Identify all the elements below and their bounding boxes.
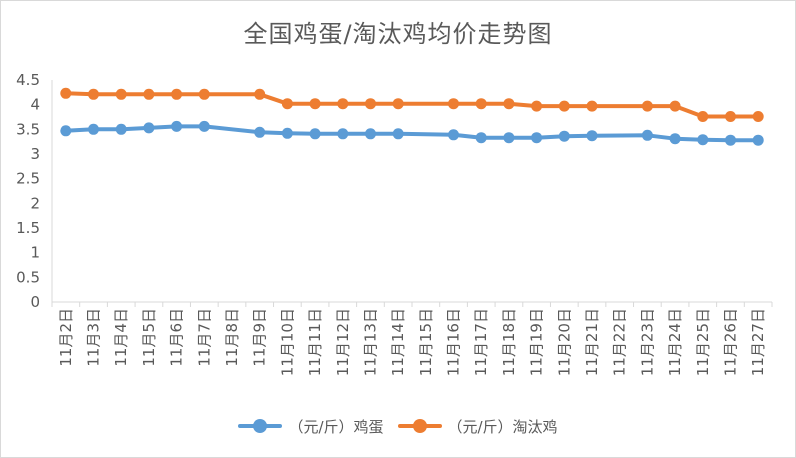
series-1-point [586, 100, 598, 112]
legend-item-culled-hens: （元/斤）淘汰鸡 [397, 416, 558, 437]
series-1-point [503, 98, 515, 110]
series-0-point [669, 133, 681, 145]
y-tick-label: 1.5 [16, 219, 40, 237]
legend-item-eggs: （元/斤）鸡蛋 [238, 416, 384, 437]
series-0-point [475, 132, 487, 144]
x-tick-label: 11月20日 [555, 308, 573, 376]
series-line-0 [63, 124, 761, 143]
series-0-point [337, 128, 349, 140]
series-0-point [309, 128, 321, 140]
y-tick-label: 0.5 [16, 268, 40, 286]
x-tick-label: 11月11日 [306, 308, 324, 376]
x-tick-label: 11月6日 [168, 308, 186, 367]
x-tick-label: 11月9日 [251, 308, 269, 367]
series-0-point [143, 122, 155, 134]
series-1-point [171, 88, 183, 100]
chart-legend: （元/斤）鸡蛋 （元/斤）淘汰鸡 [0, 412, 796, 440]
x-tick-label: 11月13日 [361, 308, 379, 376]
x-tick-label: 11月23日 [638, 308, 656, 376]
y-tick-label: 4 [30, 96, 40, 114]
series-1-point [392, 98, 404, 110]
y-tick-label: 2 [30, 194, 40, 212]
x-tick-label: 11月15日 [417, 308, 435, 376]
series-0-point [558, 130, 570, 142]
series-0-point [752, 134, 764, 146]
x-tick-label: 11月10日 [278, 308, 296, 376]
x-tick-label: 11月16日 [445, 308, 463, 376]
series-0-point [586, 130, 598, 142]
x-tick-label: 11月5日 [140, 308, 158, 367]
legend-swatch-culled-hens [397, 419, 442, 433]
x-tick-label: 11月4日 [112, 308, 130, 367]
series-1-point [725, 111, 736, 122]
series-0-point [641, 129, 653, 141]
series-1-point [88, 88, 99, 100]
y-tick-label: 2.5 [16, 170, 40, 188]
series-1-point [254, 88, 266, 100]
y-tick-label: 4.5 [16, 71, 40, 89]
legend-label-culled-hens: （元/斤）淘汰鸡 [447, 417, 558, 436]
series-1-point [531, 100, 543, 112]
series-1-point [60, 87, 72, 99]
series-0-point [697, 134, 709, 146]
series-0-point [88, 123, 99, 135]
series-0-point [531, 132, 543, 144]
x-tick-label: 11月17日 [472, 308, 490, 376]
series-1-point [365, 98, 376, 110]
series-0-point [281, 127, 293, 139]
x-tick-label: 11月12日 [334, 308, 352, 376]
series-0-point [60, 125, 72, 137]
x-tick-label: 11月22日 [611, 308, 629, 376]
series-0-point [503, 132, 515, 144]
series-1-point [198, 88, 210, 100]
series-1-point [309, 98, 321, 110]
legend-swatch-eggs [238, 419, 283, 433]
x-tick-label: 11月3日 [85, 308, 103, 367]
series-1-point [115, 88, 127, 100]
series-0-point [171, 120, 183, 132]
series-line-1 [63, 91, 761, 119]
x-tick-label: 11月8日 [223, 308, 241, 367]
series-1-point [669, 100, 681, 112]
series-0-point [448, 129, 459, 141]
legend-marker-eggs [253, 419, 268, 433]
x-tick-label: 11月26日 [721, 308, 739, 376]
x-tick-label: 11月14日 [389, 308, 407, 376]
y-tick-label: 1 [30, 244, 40, 262]
series-1-point [558, 100, 570, 112]
series-0-point [392, 128, 404, 140]
legend-marker-culled-hens [412, 419, 427, 433]
y-tick-label: 3.5 [16, 120, 40, 138]
x-tick-label: 11月2日 [57, 308, 75, 367]
series-1-point [475, 98, 487, 110]
legend-label-eggs: （元/斤）鸡蛋 [288, 417, 384, 436]
x-tick-label: 11月18日 [500, 308, 518, 376]
x-tick-label: 11月19日 [528, 308, 546, 376]
series-1-point [337, 98, 349, 110]
series-1-point [752, 111, 764, 122]
chart-title: 全国鸡蛋/淘汰鸡均价走势图 [243, 20, 553, 48]
series-0-point [725, 134, 736, 146]
x-tick-label: 11月7日 [195, 308, 213, 367]
series-1-point [281, 98, 293, 110]
y-tick-label: 3 [30, 145, 40, 163]
series-1-point [697, 111, 709, 122]
series-1-point [448, 98, 459, 110]
x-tick-label: 11月27日 [749, 308, 767, 376]
series-0-point [198, 120, 210, 132]
x-tick-label: 11月24日 [666, 308, 684, 376]
series-0-point [115, 123, 127, 135]
x-tick-label: 11月21日 [583, 308, 601, 376]
x-tick-label: 11月25日 [694, 308, 712, 376]
y-tick-label: 0 [30, 293, 40, 311]
series-0-point [254, 126, 266, 138]
series-0-point [365, 128, 376, 140]
series-1-point [143, 88, 155, 100]
series-1-point [641, 100, 653, 112]
